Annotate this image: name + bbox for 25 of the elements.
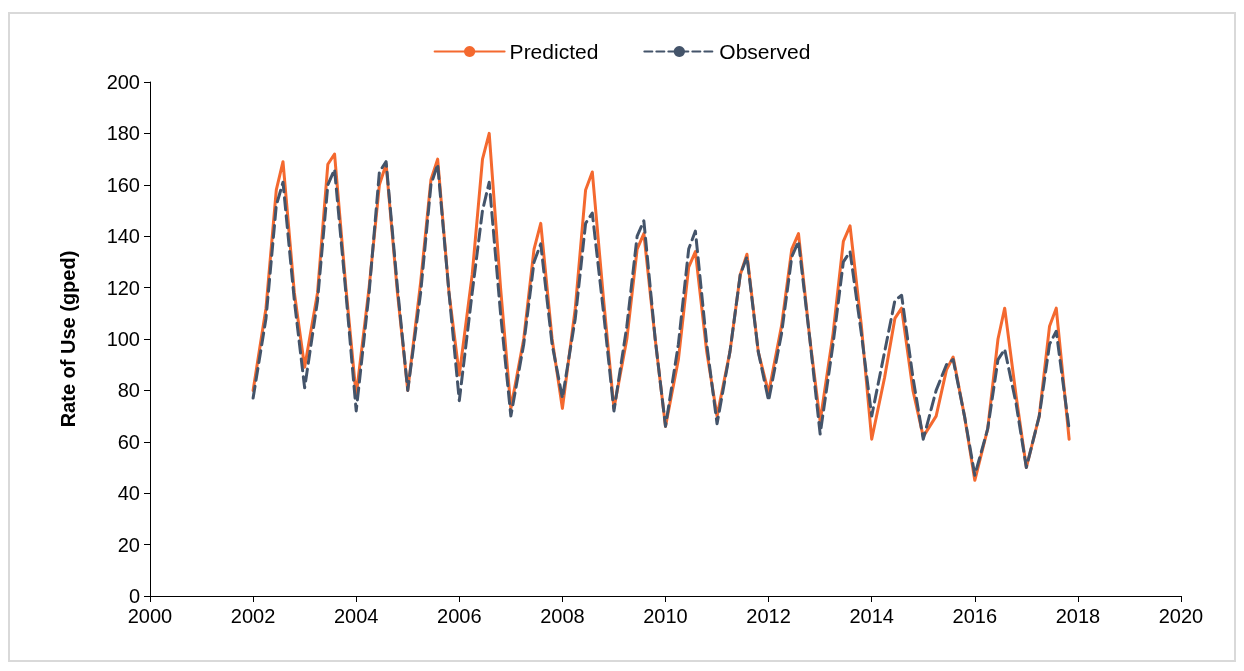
x-tick-label: 2004 (333, 605, 379, 627)
legend-label: Predicted (509, 40, 599, 63)
y-tick-label: 160 (106, 173, 140, 196)
y-tick-label: 60 (117, 430, 140, 453)
x-tick-label: 2010 (643, 605, 688, 627)
x-tick-label: 2014 (849, 605, 894, 627)
x-tick-label: 2016 (952, 605, 998, 627)
x-tick-label: 2002 (230, 605, 276, 627)
legend-label: Observed (719, 40, 811, 63)
x-tick-label: 2012 (746, 605, 791, 627)
y-tick-label: 20 (117, 533, 140, 556)
x-tick-label: 2020 (1158, 605, 1204, 627)
y-tick-label: 100 (106, 328, 140, 350)
x-tick-label: 2000 (127, 605, 173, 627)
x-tick-label: 2018 (1055, 605, 1101, 627)
y-tick-label: 80 (117, 379, 140, 402)
x-tick-label: 2008 (540, 605, 585, 627)
y-axis-title: Rate of Use (gped) (57, 250, 79, 428)
y-tick-label: 120 (106, 276, 140, 299)
y-tick-label: 0 (128, 585, 140, 607)
x-tick-label: 2006 (437, 605, 482, 627)
y-tick-label: 40 (117, 482, 140, 505)
y-tick-label: 200 (106, 71, 140, 93)
y-tick-label: 140 (106, 225, 140, 248)
y-tick-label: 180 (106, 122, 140, 145)
